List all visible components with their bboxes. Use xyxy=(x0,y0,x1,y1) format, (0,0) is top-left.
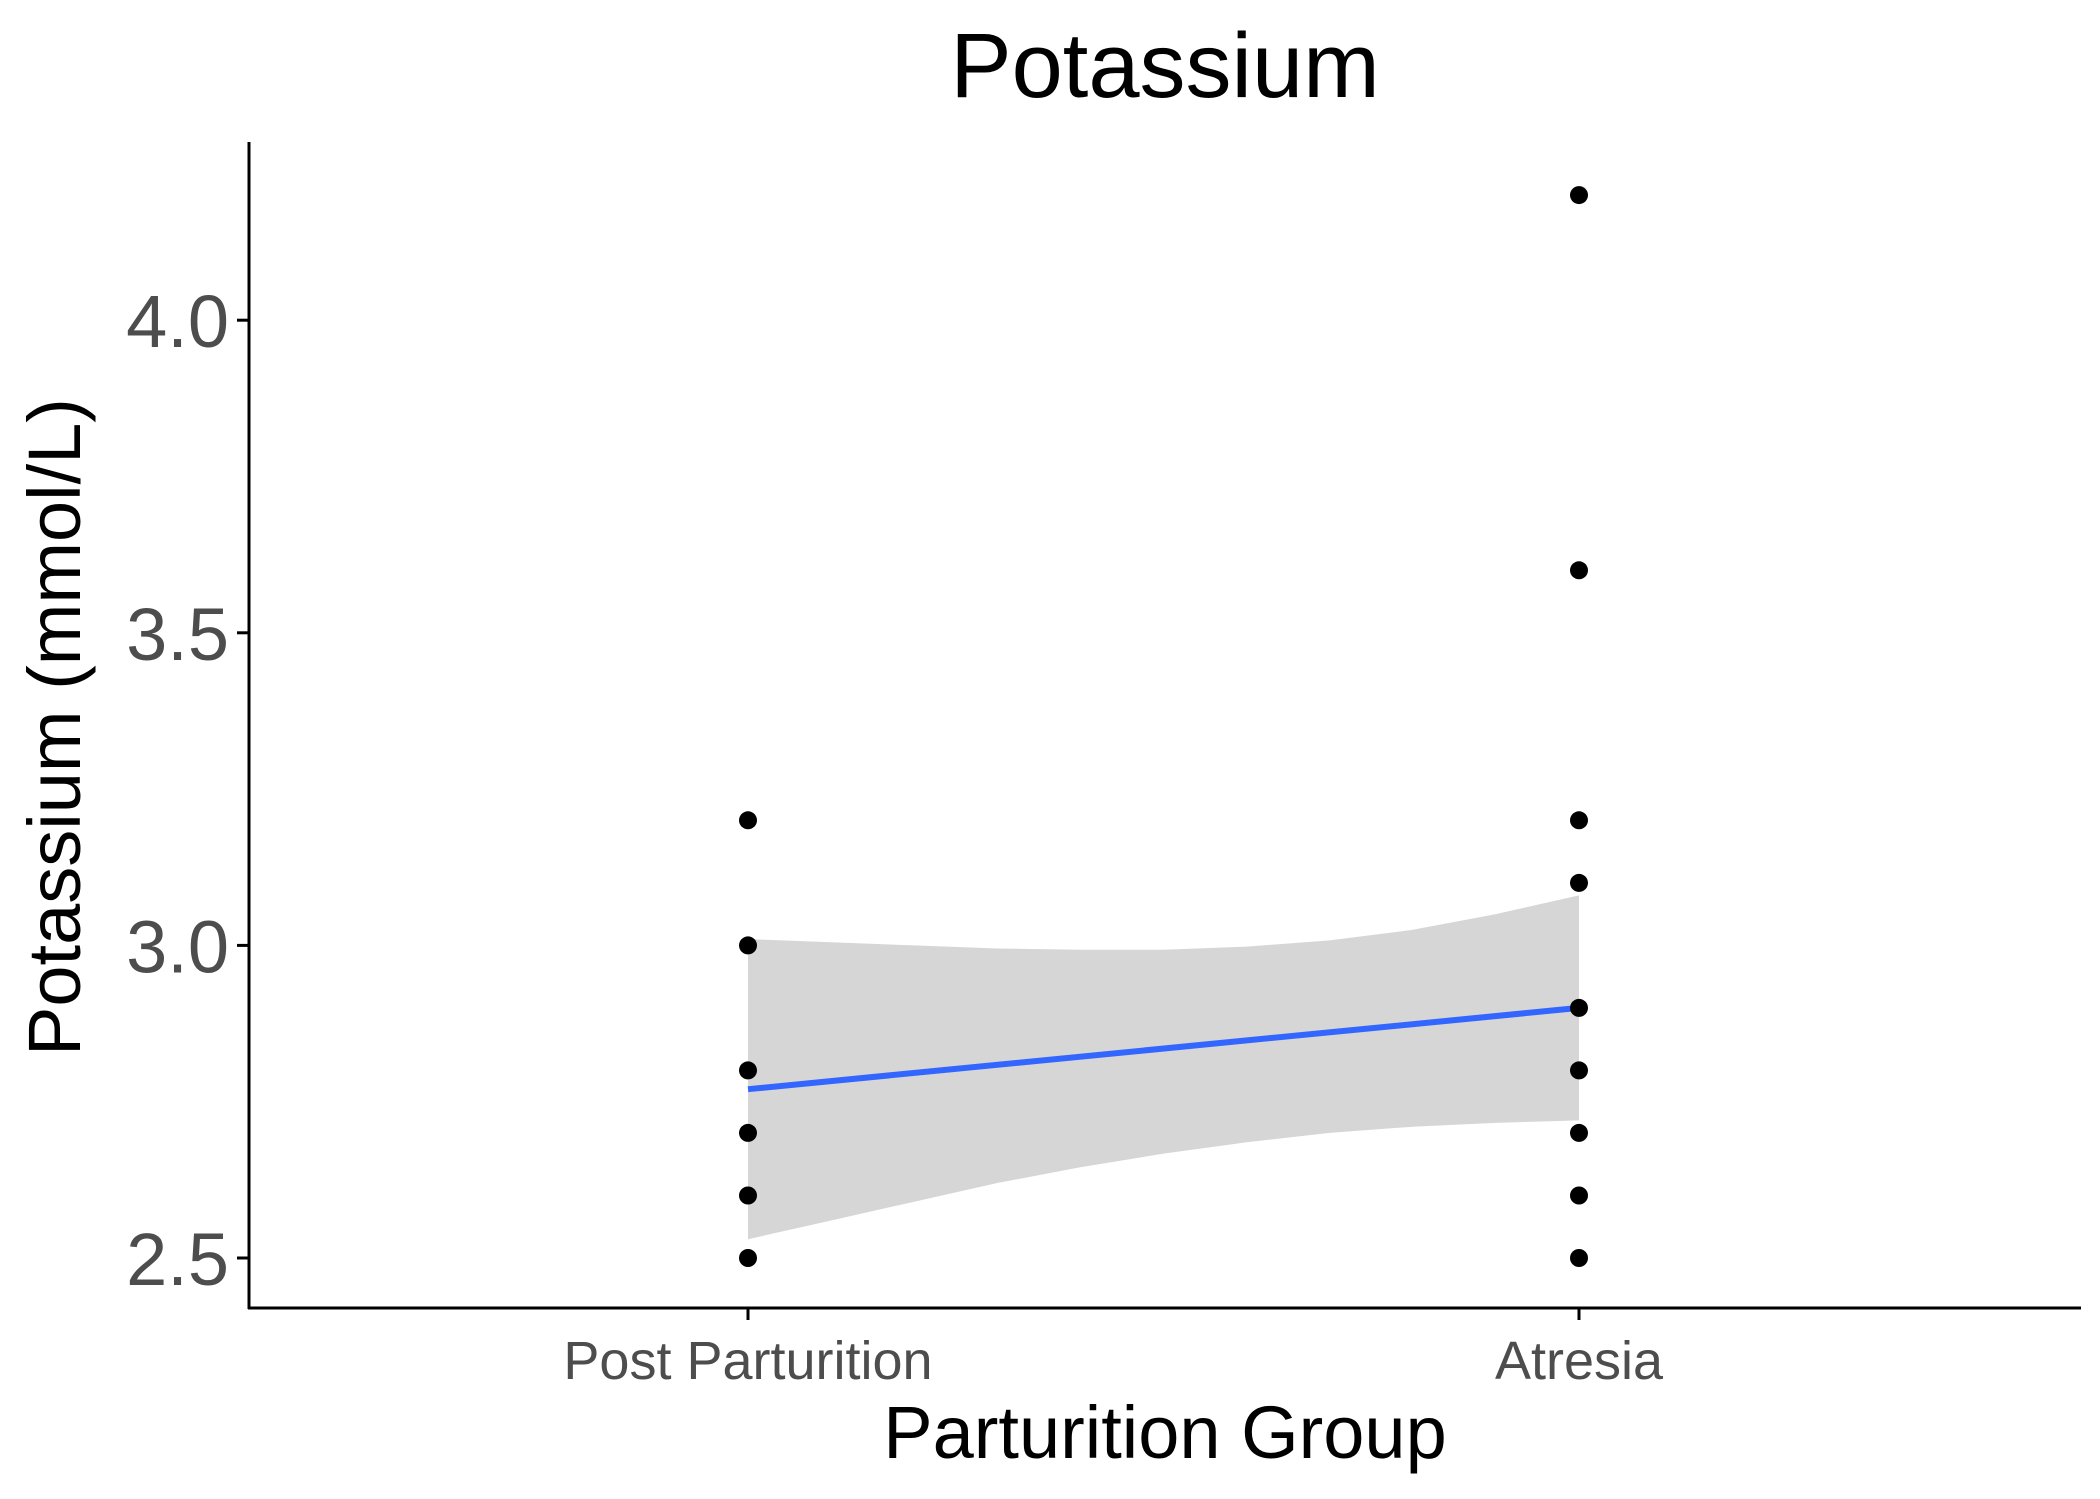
data-point xyxy=(1570,1249,1588,1267)
data-point xyxy=(739,1186,757,1205)
y-axis-title: Potassium (mmol/L) xyxy=(13,398,96,1056)
x-tick-label: Post Parturition xyxy=(563,1331,932,1391)
data-point xyxy=(739,936,757,955)
fit-line xyxy=(747,1004,1580,1093)
data-point xyxy=(1570,811,1588,830)
data-point xyxy=(1570,1123,1588,1142)
data-point xyxy=(1570,1186,1588,1205)
chart-title: Potassium xyxy=(950,15,1380,117)
x-axis-title: Parturition Group xyxy=(883,1391,1447,1474)
data-point xyxy=(1570,561,1588,580)
data-point xyxy=(1570,873,1588,892)
data-point xyxy=(1570,998,1588,1017)
confidence-band-layer xyxy=(748,895,1579,1240)
data-point xyxy=(1570,186,1588,205)
y-axis-ticks: 2.5 3.0 3.5 4.0 xyxy=(126,280,249,1301)
y-tick-label: 3.0 xyxy=(126,905,229,988)
y-tick-label: 2.5 xyxy=(126,1218,229,1301)
data-point xyxy=(1570,1061,1588,1080)
data-point xyxy=(739,1249,757,1267)
confidence-band xyxy=(748,895,1579,1240)
x-tick-label: Atresia xyxy=(1495,1331,1664,1391)
y-tick-label: 3.5 xyxy=(126,593,229,676)
data-point xyxy=(739,1061,757,1080)
points-layer xyxy=(739,186,1588,1267)
data-point xyxy=(739,811,757,830)
plot-panel xyxy=(739,186,1588,1267)
x-axis-ticks: Post Parturition Atresia xyxy=(563,1308,1664,1391)
y-tick-label: 4.0 xyxy=(126,280,229,363)
data-point xyxy=(739,1123,757,1142)
fit-line-layer xyxy=(747,1004,1580,1093)
